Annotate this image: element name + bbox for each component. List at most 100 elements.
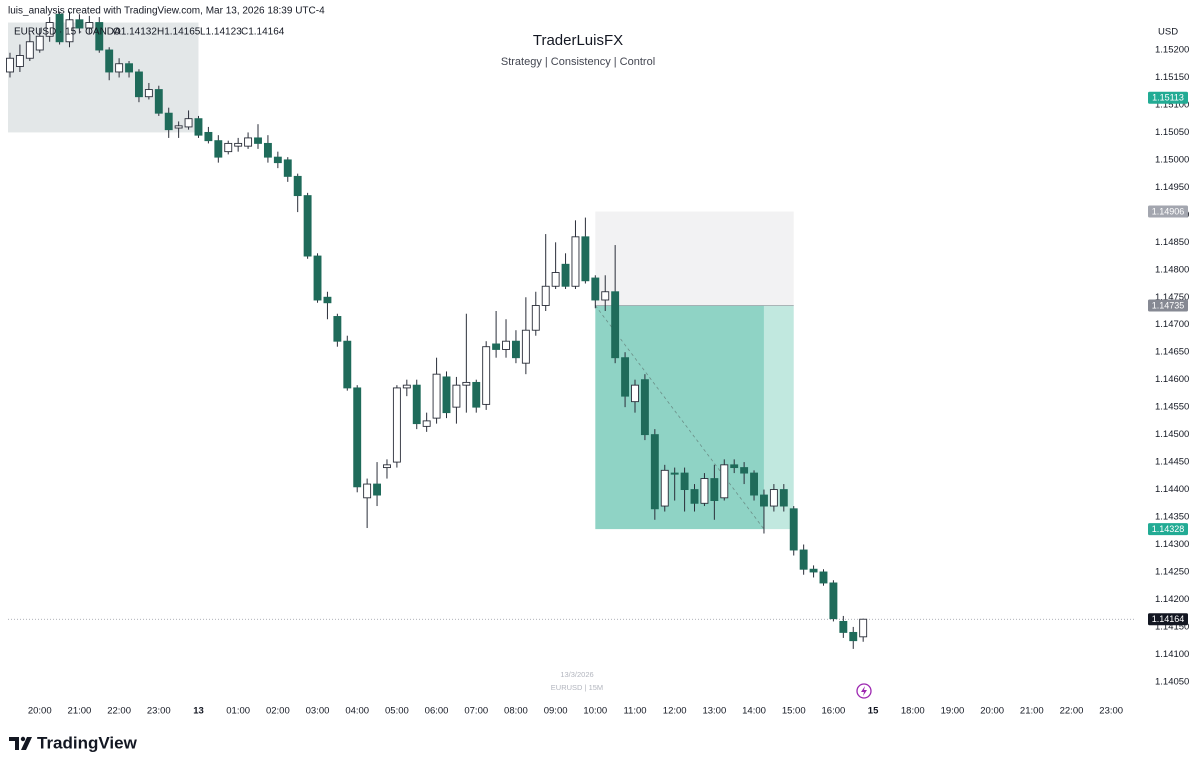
price-label: 1.14906	[1152, 206, 1185, 216]
candle-body	[750, 472, 758, 496]
x-tick-label: 14:00	[742, 706, 766, 717]
candle-body	[263, 142, 272, 158]
candle-body	[521, 329, 530, 364]
candle-body	[95, 22, 104, 51]
candle-body	[601, 291, 610, 301]
legend-open: O1.14132	[113, 27, 157, 38]
candle-body	[849, 631, 858, 642]
watermark: EURUSD | 15M	[551, 683, 603, 692]
x-tick-label: 13:00	[702, 706, 726, 717]
y-tick-label: 1.14850	[1155, 237, 1189, 248]
candle-body	[164, 112, 173, 131]
candle-body	[621, 357, 630, 397]
currency: USD	[1158, 27, 1178, 38]
candle-body	[730, 464, 739, 469]
y-tick-label: 1.14050	[1155, 676, 1189, 687]
candle-body	[323, 296, 332, 304]
candle-body	[660, 469, 669, 507]
x-tick-label: 10:00	[583, 706, 607, 717]
x-tick-label: 12:00	[663, 706, 687, 717]
candle-body	[511, 340, 520, 359]
x-tick-label: 16:00	[822, 706, 846, 717]
y-tick-label: 1.14250	[1155, 566, 1189, 577]
candle-body	[333, 316, 342, 342]
target-zone-rest	[763, 305, 794, 530]
x-tick-label: 01:00	[226, 706, 250, 717]
candle-body	[561, 263, 570, 287]
candle-body	[829, 582, 838, 620]
candle-body	[611, 291, 620, 359]
candle-body	[779, 489, 788, 507]
stop-zone	[595, 211, 794, 306]
x-tick-label: 03:00	[306, 706, 330, 717]
candle-body	[224, 142, 233, 153]
price-label-box	[1148, 205, 1188, 218]
chart-title: TraderLuisFX	[533, 32, 623, 49]
price-label: 1.14164	[1152, 614, 1185, 624]
price-label: 1.14328	[1152, 524, 1185, 534]
candle-body	[135, 71, 143, 98]
y-tick-label: 1.14100	[1155, 649, 1189, 660]
candle-body	[551, 272, 560, 287]
candle-body	[670, 472, 679, 475]
candle-body	[581, 236, 590, 282]
x-tick-label: 19:00	[941, 706, 965, 717]
y-tick-label: 1.15000	[1155, 154, 1189, 165]
y-tick-label: 1.14150	[1155, 621, 1189, 632]
y-tick-label: 1.14500	[1155, 429, 1189, 440]
y-tick-label: 1.14650	[1155, 347, 1189, 358]
candle-body	[45, 22, 54, 37]
legend-symbol: EURUSD · 15 · OANDA	[14, 27, 121, 38]
candle-body	[859, 618, 868, 638]
candle-body	[839, 620, 848, 633]
y-tick-label: 1.14600	[1155, 374, 1189, 385]
candle-body	[75, 19, 84, 29]
x-tick-label: 23:00	[1099, 706, 1123, 717]
candle-body	[402, 384, 411, 389]
candle-body	[571, 236, 580, 287]
candle-body	[313, 255, 322, 301]
candle-body	[105, 49, 114, 73]
candle-body	[492, 343, 501, 350]
candle-body	[343, 340, 352, 389]
price-label: 1.14735	[1152, 300, 1185, 310]
candle-body	[541, 285, 550, 306]
candle-body	[462, 381, 471, 386]
x-tick-label: 04:00	[345, 706, 369, 717]
candle-body	[591, 277, 600, 301]
candle-body	[293, 175, 302, 197]
candle-body	[700, 478, 709, 504]
watermark: 13/3/2026	[560, 670, 593, 679]
candle-body	[383, 464, 391, 469]
y-tick-label: 1.15050	[1155, 127, 1189, 138]
x-tick-label: 22:00	[1060, 706, 1084, 717]
candle-body	[710, 478, 719, 501]
y-tick-label: 1.14300	[1155, 539, 1189, 550]
candle-body	[819, 571, 828, 584]
candle-body	[125, 63, 133, 73]
x-tick-label: 15:00	[782, 706, 806, 717]
candle-body	[502, 340, 510, 350]
x-tick-label: 05:00	[385, 706, 409, 717]
candle-body	[720, 464, 729, 499]
y-tick-label: 1.15100	[1155, 99, 1189, 110]
candle-body	[154, 89, 163, 114]
candle-body	[482, 346, 491, 405]
candle-body	[184, 118, 193, 128]
logo-text: TradingView	[37, 733, 138, 752]
candle-body	[244, 137, 253, 147]
x-tick-label: 18:00	[901, 706, 925, 717]
candle-body	[254, 137, 262, 144]
candle-body	[15, 55, 24, 67]
legend-low: L1.14123	[200, 27, 242, 38]
candle-body	[234, 142, 243, 147]
axes: 1.15200 1.15150 1.15100 1.15050 1.15000 1.149…	[28, 45, 1189, 717]
y-tick-label: 1.14350	[1155, 512, 1189, 523]
price-label-box	[1148, 523, 1188, 536]
candle-body	[55, 13, 64, 43]
candle-body	[690, 489, 699, 504]
candle-body	[283, 159, 292, 177]
y-tick-label: 1.14800	[1155, 264, 1189, 275]
candle-body	[35, 35, 44, 51]
candle-body	[769, 489, 778, 507]
